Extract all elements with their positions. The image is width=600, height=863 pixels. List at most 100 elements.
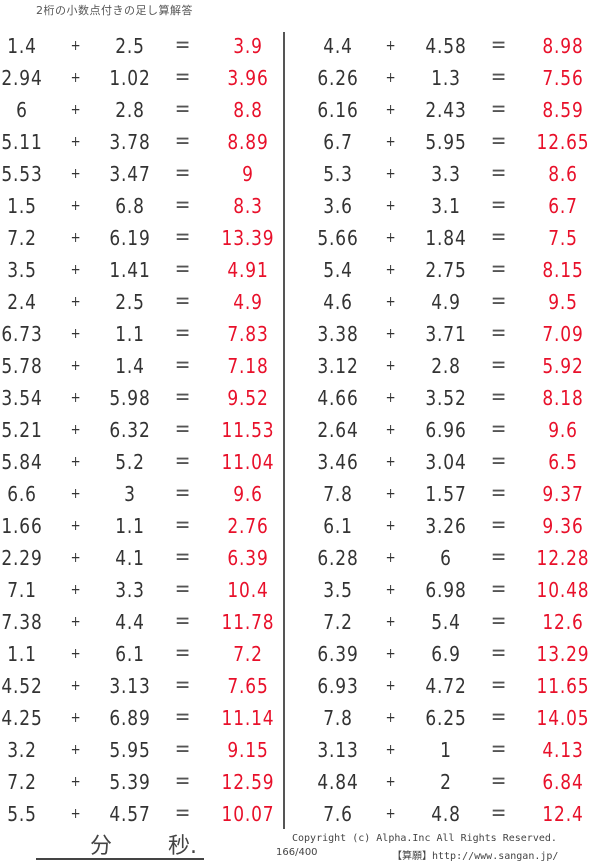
equals-sign: = <box>490 225 508 250</box>
operand-b: 2 <box>440 770 452 794</box>
operand-b: 6.1 <box>115 642 145 666</box>
operand-b: 3.3 <box>115 578 145 602</box>
answer: 9.6 <box>548 418 578 442</box>
equals-sign: = <box>490 577 508 602</box>
operand-b: 6.89 <box>109 706 151 730</box>
equals-sign: = <box>490 161 508 186</box>
plus-sign: + <box>70 358 82 374</box>
equals-sign: = <box>490 705 508 730</box>
equals-sign: = <box>490 417 508 442</box>
plus-sign: + <box>385 390 397 406</box>
operand-b: 1.1 <box>115 514 145 538</box>
operand-b: 2.75 <box>425 258 467 282</box>
plus-sign: + <box>385 422 397 438</box>
answer: 4.91 <box>227 258 269 282</box>
equals-sign: = <box>174 449 192 474</box>
operand-a: 3.5 <box>323 578 353 602</box>
plus-sign: + <box>385 198 397 214</box>
operand-b: 4.1 <box>115 546 145 570</box>
plus-sign: + <box>70 294 82 310</box>
worksheet-title: 2桁の小数点付きの足し算解答 <box>36 4 193 17</box>
plus-sign: + <box>385 38 397 54</box>
copyright-text: Copyright (c) Alpha.Inc All Rights Reser… <box>292 833 557 844</box>
plus-sign: + <box>70 678 82 694</box>
operand-a: 6.6 <box>7 482 37 506</box>
answer: 4.13 <box>542 738 584 762</box>
plus-sign: + <box>385 70 397 86</box>
answer: 9.6 <box>233 482 263 506</box>
operand-a: 7.8 <box>323 482 353 506</box>
operand-a: 5.4 <box>323 258 353 282</box>
operand-a: 3.2 <box>7 738 37 762</box>
operand-a: 6.93 <box>317 674 359 698</box>
equals-sign: = <box>490 65 508 90</box>
operand-b: 4.58 <box>425 34 467 58</box>
equals-sign: = <box>174 353 192 378</box>
answer: 8.98 <box>542 34 584 58</box>
operand-b: 5.95 <box>425 130 467 154</box>
operand-a: 2.29 <box>1 546 43 570</box>
operand-b: 6.8 <box>115 194 145 218</box>
plus-sign: + <box>70 102 82 118</box>
answer: 6.7 <box>548 194 578 218</box>
operand-b: 6.25 <box>425 706 467 730</box>
operand-a: 6.28 <box>317 546 359 570</box>
operand-a: 2.64 <box>317 418 359 442</box>
plus-sign: + <box>385 806 397 822</box>
column-divider <box>283 32 285 829</box>
site-link[interactable]: 【算願】http://www.sangan.jp/ <box>392 851 559 862</box>
operand-b: 2.8 <box>431 354 461 378</box>
equals-sign: = <box>174 129 192 154</box>
operand-a: 3.46 <box>317 450 359 474</box>
operand-b: 1.57 <box>425 482 467 506</box>
operand-b: 6.9 <box>431 642 461 666</box>
operand-a: 4.25 <box>1 706 43 730</box>
operand-b: 6.96 <box>425 418 467 442</box>
plus-sign: + <box>385 774 397 790</box>
operand-a: 2.4 <box>7 290 37 314</box>
plus-sign: + <box>70 550 82 566</box>
operand-a: 1.1 <box>7 642 37 666</box>
equals-sign: = <box>490 737 508 762</box>
operand-a: 7.2 <box>7 770 37 794</box>
operand-a: 1.4 <box>7 34 37 58</box>
plus-sign: + <box>70 742 82 758</box>
operand-b: 1.84 <box>425 226 467 250</box>
operand-a: 4.6 <box>323 290 353 314</box>
operand-b: 1.02 <box>109 66 151 90</box>
equals-sign: = <box>490 673 508 698</box>
operand-b: 3.13 <box>109 674 151 698</box>
plus-sign: + <box>385 550 397 566</box>
plus-sign: + <box>70 198 82 214</box>
equals-sign: = <box>174 801 192 826</box>
equals-sign: = <box>490 97 508 122</box>
equals-sign: = <box>174 161 192 186</box>
plus-sign: + <box>70 646 82 662</box>
answer: 10.4 <box>227 578 269 602</box>
operand-a: 7.1 <box>7 578 37 602</box>
answer: 6.84 <box>542 770 584 794</box>
operand-b: 3.52 <box>425 386 467 410</box>
equals-sign: = <box>174 289 192 314</box>
answer: 8.59 <box>542 98 584 122</box>
equals-sign: = <box>174 641 192 666</box>
plus-sign: + <box>70 518 82 534</box>
operand-a: 3.5 <box>7 258 37 282</box>
operand-a: 5.5 <box>7 802 37 826</box>
answer: 12.6 <box>542 610 584 634</box>
operand-a: 5.21 <box>1 418 43 442</box>
operand-b: 4.9 <box>431 290 461 314</box>
answer: 7.56 <box>542 66 584 90</box>
operand-a: 4.84 <box>317 770 359 794</box>
answer: 7.83 <box>227 322 269 346</box>
answer: 8.15 <box>542 258 584 282</box>
plus-sign: + <box>385 134 397 150</box>
answer: 10.48 <box>536 578 590 602</box>
plus-sign: + <box>385 326 397 342</box>
answer: 6.5 <box>548 450 578 474</box>
plus-sign: + <box>385 230 397 246</box>
operand-b: 6 <box>440 546 452 570</box>
operand-a: 5.53 <box>1 162 43 186</box>
operand-a: 1.5 <box>7 194 37 218</box>
plus-sign: + <box>70 806 82 822</box>
